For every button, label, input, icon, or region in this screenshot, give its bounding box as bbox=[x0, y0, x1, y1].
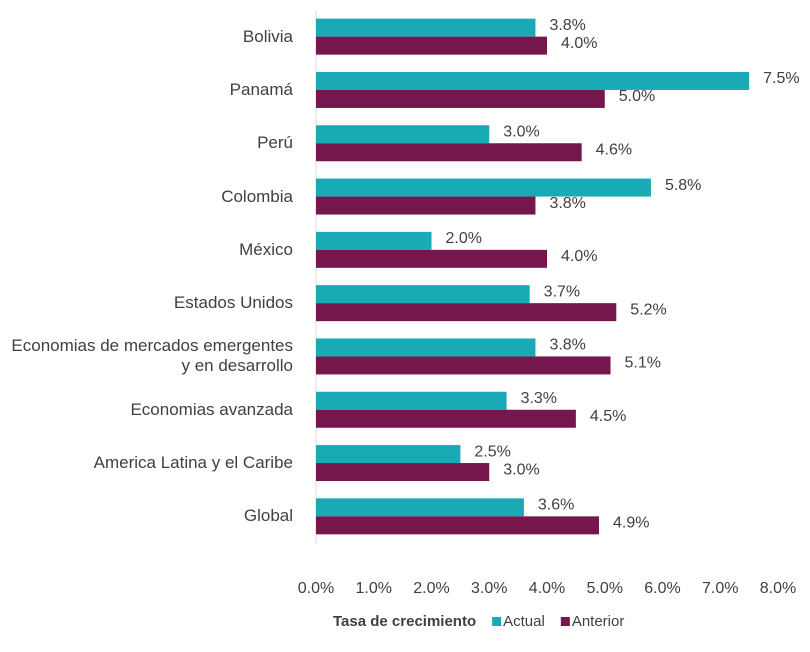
bar bbox=[316, 231, 432, 250]
category-label: Economias de mercados emergentes y en de… bbox=[11, 336, 293, 376]
x-tick-label: 1.0% bbox=[356, 580, 392, 597]
bar bbox=[316, 36, 547, 55]
value-label: 4.6% bbox=[596, 141, 632, 158]
bar bbox=[316, 285, 530, 304]
category-label: México bbox=[239, 239, 293, 259]
bar bbox=[316, 249, 547, 268]
legend-label: Anterior bbox=[572, 613, 625, 630]
value-label: 3.8% bbox=[549, 195, 585, 212]
legend-title: Tasa de crecimiento bbox=[333, 613, 476, 630]
value-label: 3.3% bbox=[521, 390, 557, 407]
value-label: 5.2% bbox=[630, 301, 666, 318]
bar bbox=[316, 463, 490, 482]
value-label: 3.7% bbox=[544, 283, 580, 300]
bar bbox=[316, 18, 536, 37]
x-tick-label: 3.0% bbox=[471, 580, 507, 597]
category-label: Bolivia bbox=[242, 26, 293, 46]
value-label: 4.0% bbox=[561, 35, 597, 52]
bar bbox=[316, 143, 582, 162]
bar bbox=[316, 498, 524, 517]
value-label: 3.8% bbox=[549, 17, 585, 34]
bar bbox=[316, 196, 536, 215]
value-label: 7.5% bbox=[763, 70, 799, 87]
bar bbox=[316, 516, 599, 535]
x-tick-label: 4.0% bbox=[529, 580, 565, 597]
legend-swatch bbox=[492, 617, 502, 626]
bar bbox=[316, 303, 617, 322]
category-label: Estados Unidos bbox=[173, 293, 293, 313]
x-tick-label: 2.0% bbox=[413, 580, 449, 597]
value-label: 2.0% bbox=[446, 230, 482, 247]
legend-swatch bbox=[560, 617, 570, 626]
value-label: 3.6% bbox=[538, 497, 574, 514]
bar bbox=[316, 89, 605, 108]
bar bbox=[316, 125, 490, 144]
legend-label: Actual bbox=[503, 613, 545, 630]
x-tick-label: 7.0% bbox=[702, 580, 738, 597]
value-label: 5.0% bbox=[619, 88, 655, 105]
value-label: 3.0% bbox=[503, 123, 539, 140]
bar bbox=[316, 391, 507, 410]
x-tick-label: 0.0% bbox=[298, 580, 334, 597]
value-label: 2.5% bbox=[474, 443, 510, 460]
category-label: Colombia bbox=[221, 186, 293, 206]
value-label: 5.8% bbox=[665, 177, 701, 194]
value-label: 3.8% bbox=[549, 337, 585, 354]
value-label: 5.1% bbox=[625, 355, 661, 372]
value-label: 3.0% bbox=[503, 461, 539, 478]
category-label: Panamá bbox=[229, 79, 293, 99]
bar bbox=[316, 338, 536, 357]
bar bbox=[316, 356, 611, 375]
category-label: Perú bbox=[257, 133, 293, 153]
category-label: America Latina y el Caribe bbox=[93, 453, 293, 473]
bar bbox=[316, 178, 651, 197]
value-label: 4.9% bbox=[613, 515, 649, 532]
category-label: Global bbox=[243, 506, 293, 526]
x-tick-label: 8.0% bbox=[760, 580, 796, 597]
bar bbox=[316, 71, 750, 90]
x-tick-label: 5.0% bbox=[587, 580, 623, 597]
category-label: Economias avanzada bbox=[130, 399, 293, 419]
bar bbox=[316, 409, 576, 428]
value-label: 4.5% bbox=[590, 408, 626, 425]
bar bbox=[316, 445, 461, 464]
x-tick-label: 6.0% bbox=[644, 580, 680, 597]
value-label: 4.0% bbox=[561, 248, 597, 265]
